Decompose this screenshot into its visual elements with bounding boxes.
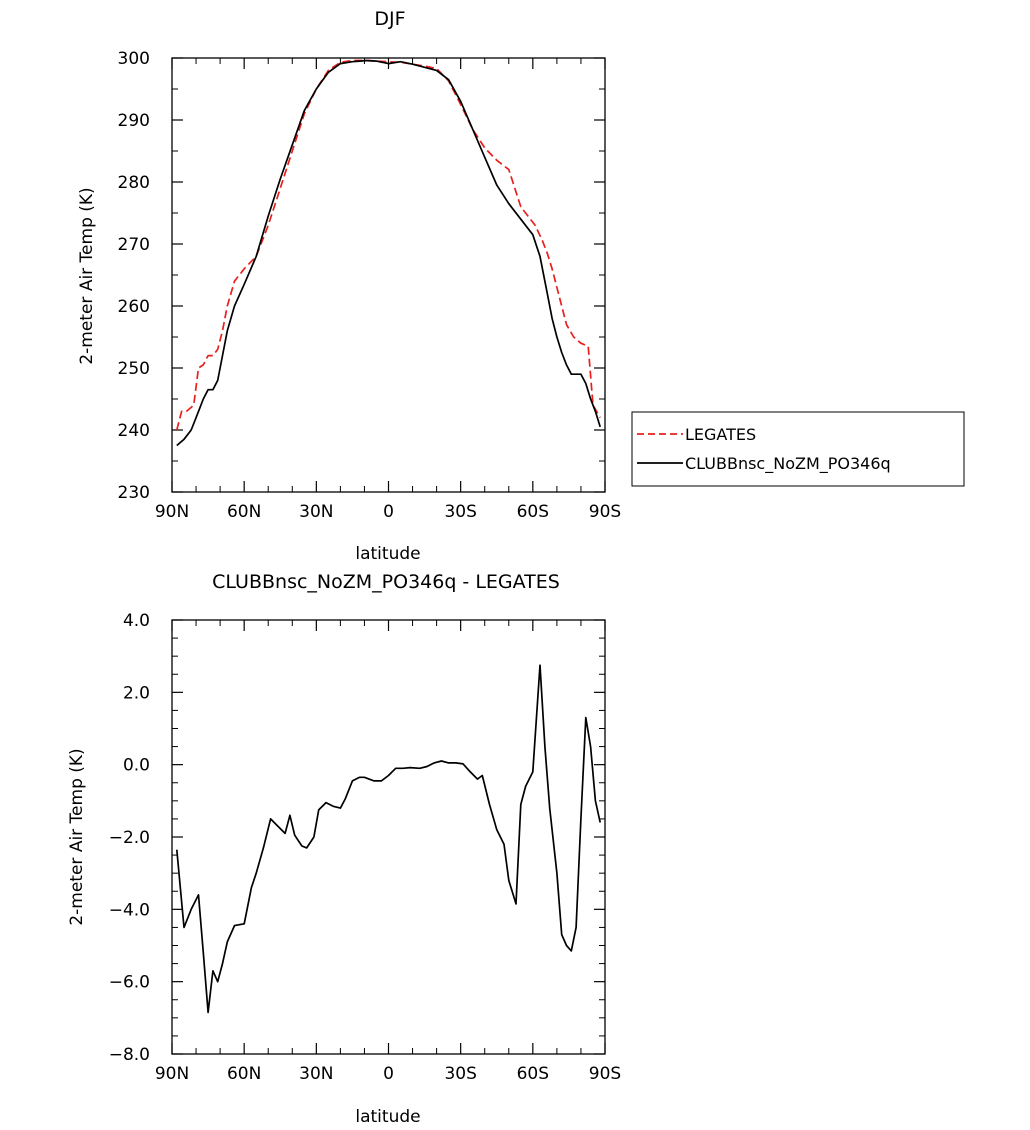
x-tick-label: 30N (299, 1064, 333, 1084)
series-line-difference (175, 664, 602, 1014)
legend-label-legates: LEGATES (685, 425, 756, 444)
y-tick-label: −4.0 (109, 900, 150, 920)
y-tick-label: −8.0 (109, 1045, 150, 1065)
series-lines (175, 664, 602, 1014)
y-tick-label: −6.0 (109, 973, 150, 993)
y-axis-label: 2-meter Air Temp (K) (77, 187, 97, 364)
x-tick-label: 30S (444, 502, 476, 522)
temperature-chart: DJF 2-meter Air Temp (K) latitude 90N 60N… (77, 8, 621, 564)
y-tick-label: 4.0 (123, 611, 150, 631)
y-tick-label: 0.0 (123, 756, 150, 776)
plot-frame (171, 57, 606, 493)
x-tick-label: 60N (227, 1064, 261, 1084)
plot-frame (171, 619, 606, 1055)
legend-label-model: CLUBBnsc_NoZM_PO346q (685, 454, 891, 474)
series-lines (175, 59, 602, 447)
y-tick-label: 230 (118, 483, 150, 503)
legend-box (631, 411, 965, 487)
x-tick-label: 60S (517, 502, 549, 522)
x-tick-label: 0 (383, 502, 394, 522)
y-tick-label: 300 (118, 49, 150, 69)
x-axis-label: latitude (355, 544, 420, 564)
x-tick-label: 60S (517, 1064, 549, 1084)
difference-chart: CLUBBnsc_NoZM_PO346q - LEGATES 2-meter A… (67, 571, 621, 1127)
y-tick-label: 270 (118, 235, 150, 255)
x-tick-label: 90N (155, 1064, 189, 1084)
x-tick-label: 30S (444, 1064, 476, 1084)
series-line-model (176, 59, 602, 447)
x-tick-label: 0 (383, 1064, 394, 1084)
x-tick-label: 30N (299, 502, 333, 522)
chart-title: CLUBBnsc_NoZM_PO346q - LEGATES (212, 571, 560, 593)
x-tick-label: 90S (589, 1064, 621, 1084)
y-tick-label: 280 (118, 173, 150, 193)
y-tick-label: 290 (118, 111, 150, 131)
y-tick-label: 240 (118, 421, 150, 441)
y-axis-label: 2-meter Air Temp (K) (67, 748, 87, 925)
x-tick-label: 60N (227, 502, 261, 522)
axis-ticks: 90N 60N 30N 0 30S 60S 90S 4.0 2.0 0.0 −2.0 −4.0 −6.0… (109, 611, 622, 1084)
y-tick-label: 250 (118, 359, 150, 379)
y-tick-label: 2.0 (123, 683, 150, 703)
series-line-legates (175, 59, 601, 431)
x-tick-label: 90S (589, 502, 621, 522)
y-tick-label: −2.0 (109, 828, 150, 848)
x-tick-label: 90N (155, 502, 189, 522)
legend: LEGATES CLUBBnsc_NoZM_PO346q (631, 411, 965, 487)
x-axis-label: latitude (355, 1107, 420, 1127)
y-tick-label: 260 (118, 297, 150, 317)
chart-title: DJF (374, 8, 405, 30)
